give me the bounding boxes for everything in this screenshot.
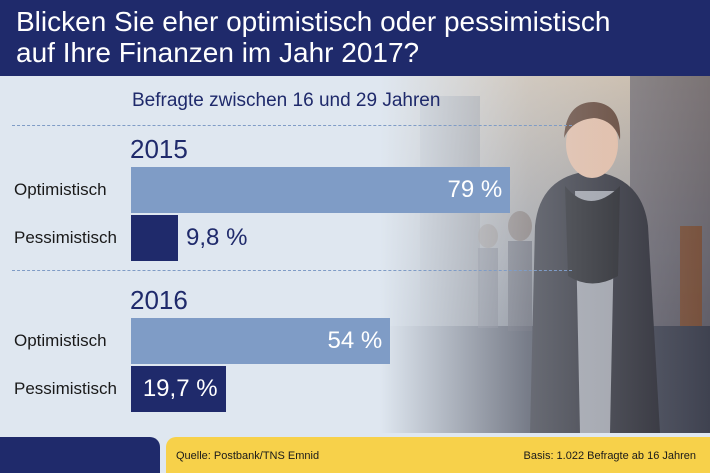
title-line-1: Blicken Sie eher optimistisch oder pessi… [16,6,611,37]
bar-2015-pessimistisch [131,215,179,261]
chart-subtitle: Befragte zwischen 16 und 29 Jahren [132,90,441,111]
bar-2016-pessimistisch [131,366,226,412]
year-label-2016: 2016 [130,285,188,315]
year-label-2015: 2015 [130,134,188,164]
category-label: Optimistisch [14,180,107,199]
category-label: Optimistisch [14,331,107,350]
footer-accent [0,437,160,473]
footer-bar [166,437,710,473]
street-photo-image [380,76,710,433]
street-photo [380,76,710,433]
chart-title: Blicken Sie eher optimistisch oder pessi… [16,6,696,68]
basis-note: Basis: 1.022 Befragte ab 16 Jahren [523,450,696,462]
source-note: Quelle: Postbank/TNS Emnid [176,450,320,462]
value-label-2015-optimistisch: 79 % [447,176,503,203]
value-label-2015-pessimistisch: 9,8 % [186,224,248,251]
bar-2015-optimistisch [131,167,511,213]
bar-2016-optimistisch [131,318,391,364]
title-banner: Blicken Sie eher optimistisch oder pessi… [0,0,710,76]
divider [12,270,572,271]
category-label: Pessimistisch [14,379,117,398]
value-label-2016-pessimistisch: 19,7 % [142,375,218,402]
value-label-2016-optimistisch: 54 % [327,327,383,354]
category-label: Pessimistisch [14,228,117,247]
title-line-2: auf Ihre Finanzen im Jahr 2017? [16,37,420,68]
divider [12,125,572,126]
